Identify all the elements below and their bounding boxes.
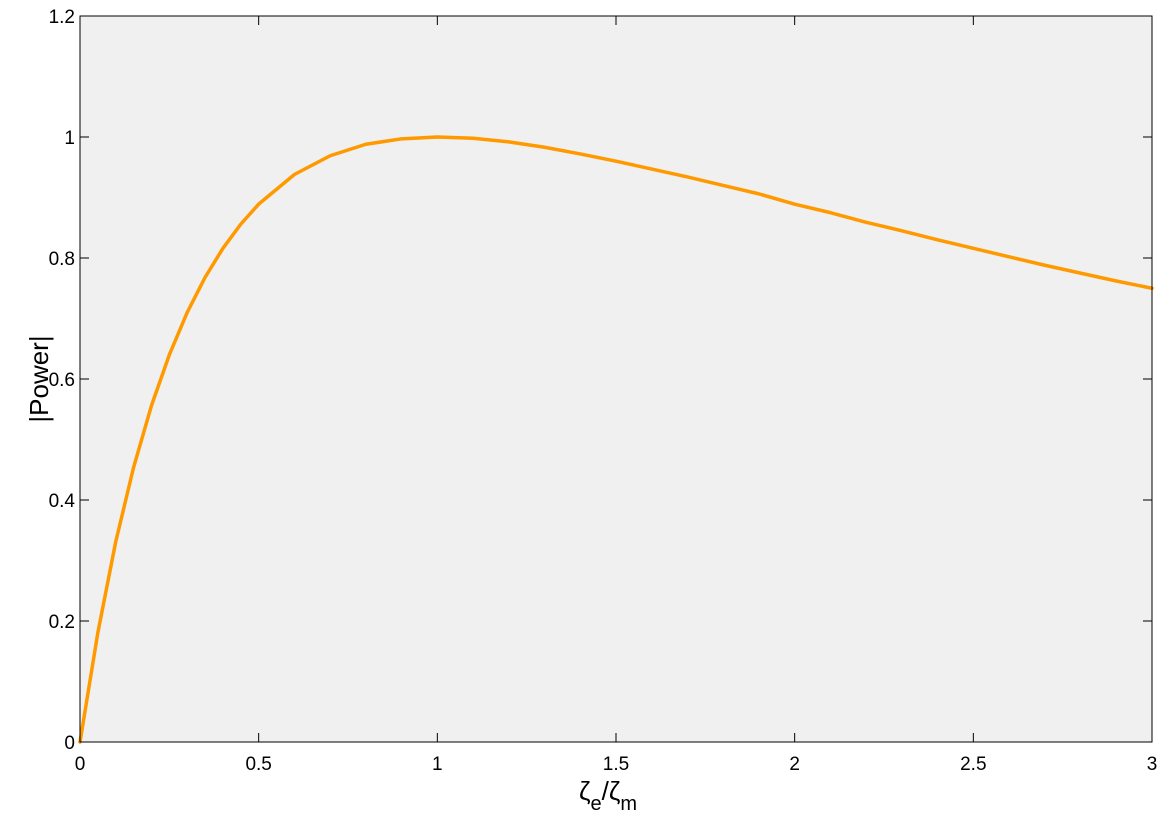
x-tick-label: 1 — [432, 754, 443, 775]
y-tick-label: 0.6 — [49, 370, 75, 391]
series-line — [78, 135, 1154, 744]
x-tick-label: 2.5 — [960, 754, 986, 775]
x-tick-label: 0 — [75, 754, 86, 775]
labels-layer: |Power| ζe/ζm — [24, 335, 637, 815]
x-axis-label-subscript-2: m — [620, 793, 637, 815]
x-tick-label: 2 — [789, 754, 800, 775]
x-axis-label-symbol-2: ζ — [609, 776, 620, 806]
series-layer — [78, 135, 1154, 744]
y-tick-label: 0 — [64, 733, 75, 754]
y-tick-label: 0.4 — [49, 491, 76, 512]
x-axis-label-slash: / — [602, 776, 610, 806]
x-tick-label: 1.5 — [603, 754, 629, 775]
ticks-layer: 0 0.5 1 1.5 2 2.5 3 0 0.2 0.4 0.6 0.8 1 1.2 — [49, 7, 1158, 775]
y-tick-label: 0.8 — [49, 249, 75, 270]
plot-area — [80, 16, 1152, 742]
x-axis-label: ζe/ζm — [579, 776, 637, 815]
y-axis-label: |Power| — [24, 335, 54, 422]
y-tick-label: 1.2 — [49, 7, 75, 28]
y-tick-label: 1 — [64, 128, 75, 149]
x-tick-label: 0.5 — [245, 754, 271, 775]
x-tick-label: 3 — [1147, 754, 1158, 775]
x-axis-label-symbol-1: ζ — [579, 776, 590, 806]
plot-frame — [79, 15, 1153, 743]
x-axis-label-subscript-1: e — [590, 793, 601, 815]
y-tick-label: 0.2 — [49, 612, 75, 633]
